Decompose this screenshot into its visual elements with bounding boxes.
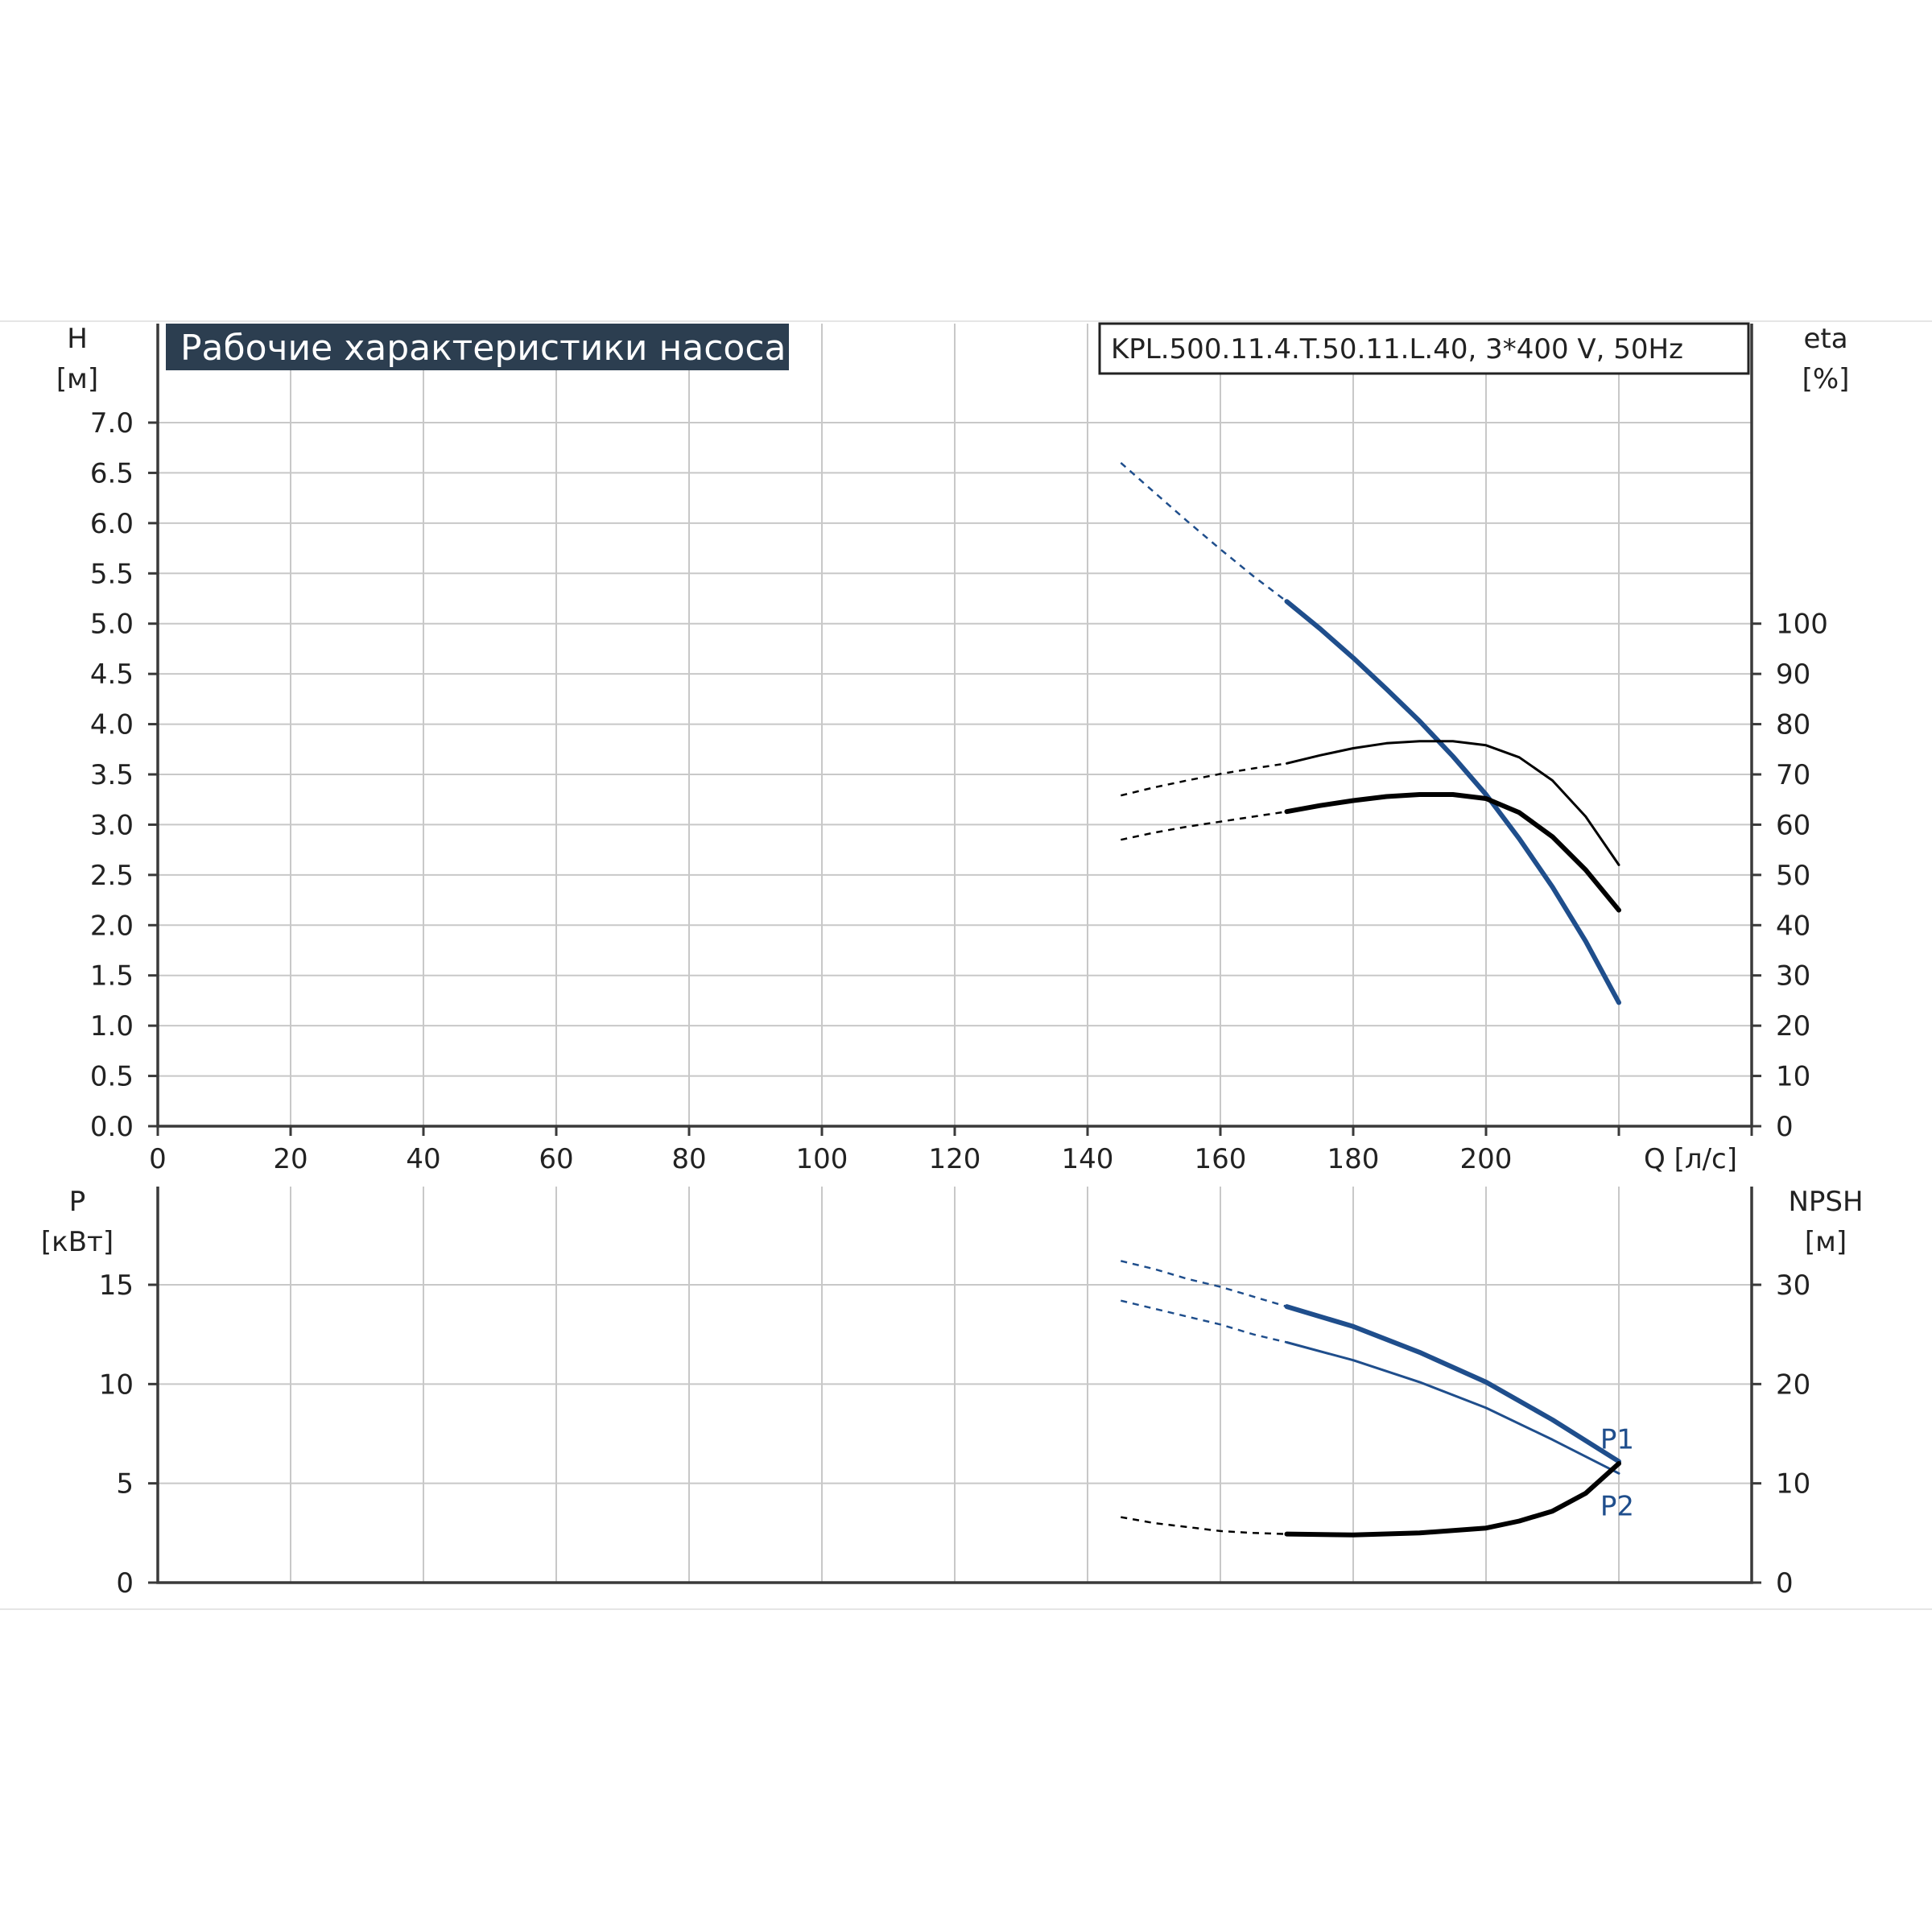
series-1-dashed-line (1121, 1299, 1287, 1344)
y-right-tick-label: 10 (1776, 1468, 1810, 1501)
x-tick-label: 140 (1062, 1143, 1114, 1175)
y-right-tick-label: 100 (1776, 609, 1828, 641)
x-tick-label: 100 (796, 1143, 848, 1175)
y-right-tick-label: 30 (1776, 1269, 1810, 1302)
chart-title: Рабочие характеристики насоса (180, 328, 786, 369)
y-left-tick-label: 10 (99, 1368, 134, 1401)
x-tick-label: 120 (929, 1143, 981, 1175)
model-label: KPL.500.11.4.T.50.11.L.40, 3*400 V, 50Hz (1111, 333, 1683, 365)
y-left-tick-label: 1.0 (90, 1010, 134, 1042)
series-0-dashed-line (1120, 461, 1288, 603)
y-left-axis-label: H (67, 323, 88, 355)
x-tick-label: 180 (1327, 1143, 1380, 1175)
y-right-tick-label: 60 (1776, 809, 1810, 841)
y-left-tick-label: 4.0 (90, 709, 134, 741)
series-1-line (1286, 1341, 1620, 1475)
series-0-dashed-line (1121, 1260, 1287, 1308)
y-left-axis-label: [м] (56, 363, 98, 395)
series-2-line (1284, 1461, 1621, 1538)
y-left-tick-label: 3.5 (90, 759, 134, 791)
y-left-tick-label: 4.5 (90, 658, 134, 691)
series-label-p2: P2 (1600, 1490, 1634, 1522)
y-right-axis-label: [м] (1805, 1226, 1847, 1258)
x-tick-label: 80 (671, 1143, 706, 1175)
y-left-tick-label: 2.5 (90, 860, 134, 892)
y-right-tick-label: 0 (1776, 1567, 1794, 1600)
series-0-line (1284, 1304, 1621, 1464)
y-right-tick-label: 90 (1776, 658, 1810, 691)
series-1-line (1286, 740, 1620, 866)
bottom-chart: 0 5 10 15 0 10 20 30 P [кВт] NPSH [м] P1 P2 (41, 1186, 1864, 1600)
y-left-tick-label: 3.0 (90, 809, 134, 841)
y-left-tick-label: 6.5 (90, 457, 134, 489)
y-right-axis-label: [%] (1802, 363, 1850, 395)
series-label-p1: P1 (1600, 1424, 1634, 1456)
model-box (1098, 322, 1750, 375)
y-left-axis-label: P (69, 1186, 86, 1218)
series-1-dashed-line (1121, 762, 1287, 797)
y-right-tick-label: 20 (1776, 1368, 1810, 1401)
y-left-tick-label: 1.5 (90, 960, 134, 993)
y-left-tick-label: 5.0 (90, 609, 134, 641)
x-tick-label: 60 (539, 1143, 573, 1175)
y-left-tick-label: 2.0 (90, 910, 134, 942)
top-chart: 0.0 0.5 1.0 1.5 2.0 2.5 3.0 3.5 4.0 4.5 5.0 5.5 6.0 6… (56, 323, 1850, 1175)
series-0-line (1284, 599, 1621, 1005)
x-tick-label: 160 (1195, 1143, 1247, 1175)
x-tick-label: 20 (273, 1143, 308, 1175)
chart-header: Рабочие характеристики насоса KPL.500.11… (166, 322, 1750, 375)
series-2-line (1284, 792, 1621, 913)
y-right-tick-label: 0 (1776, 1111, 1794, 1143)
x-tick-label: 40 (406, 1143, 440, 1175)
y-right-tick-label: 70 (1776, 759, 1810, 791)
series-2-dashed-line (1121, 1516, 1287, 1535)
x-axis-label: Q [л/с] (1644, 1143, 1737, 1175)
y-left-tick-label: 0 (116, 1567, 134, 1600)
x-tick-label: 200 (1460, 1143, 1513, 1175)
y-right-tick-label: 10 (1776, 1061, 1810, 1093)
y-left-tick-label: 5 (116, 1468, 134, 1501)
y-right-tick-label: 20 (1776, 1010, 1810, 1042)
series-2-dashed-line (1121, 810, 1287, 841)
y-left-tick-label: 7.0 (90, 407, 134, 440)
y-right-tick-label: 80 (1776, 709, 1810, 741)
y-left-tick-label: 0.5 (90, 1061, 134, 1093)
y-right-tick-label: 40 (1776, 910, 1810, 942)
y-left-tick-label: 6.0 (90, 508, 134, 540)
y-right-axis-label: eta (1803, 323, 1847, 355)
y-right-axis-label: NPSH (1788, 1186, 1863, 1218)
title-box (166, 324, 789, 370)
y-left-axis-label: [кВт] (41, 1226, 114, 1258)
y-left-tick-label: 5.5 (90, 558, 134, 590)
y-right-tick-label: 30 (1776, 960, 1810, 993)
y-left-tick-label: 0.0 (90, 1111, 134, 1143)
y-right-tick-label: 50 (1776, 860, 1810, 892)
y-left-tick-label: 15 (99, 1269, 134, 1302)
x-tick-label: 0 (149, 1143, 167, 1175)
